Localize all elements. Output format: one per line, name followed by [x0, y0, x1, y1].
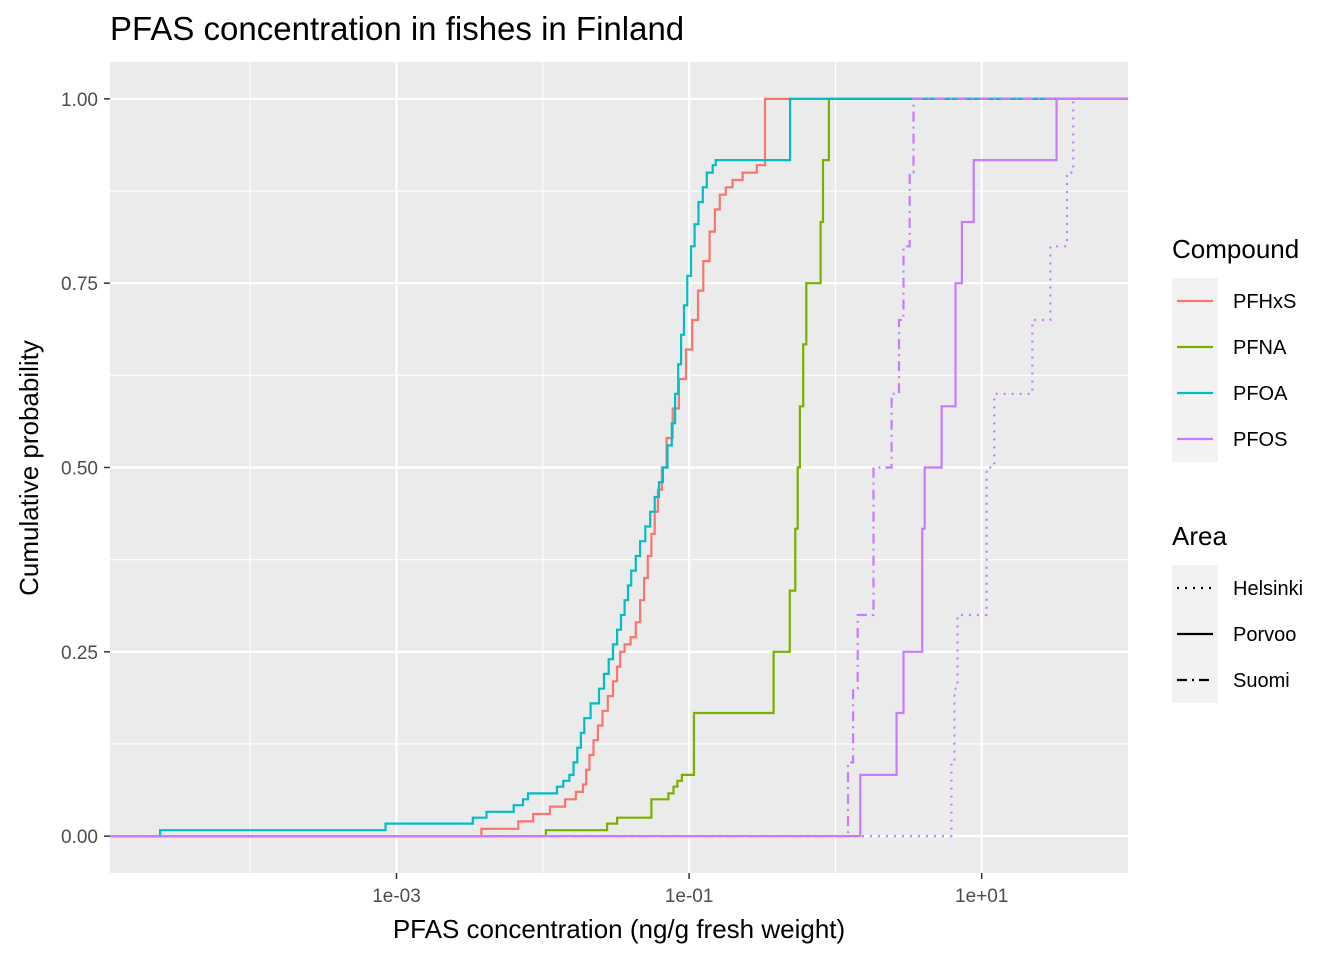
- legend-area-items: Helsinki Porvoo Suomi: [1172, 565, 1303, 703]
- series-line-pfos-porvoo: [110, 97, 1128, 838]
- x-axis: 1e-03 1e-01 1e+01: [372, 873, 1008, 907]
- y-tick-label: 0.00: [61, 827, 98, 848]
- y-axis: 0.00 0.25 0.50 0.75 1.00: [61, 90, 110, 848]
- x-tick-label: 1e+01: [955, 886, 1008, 907]
- legend-label-pfoa: PFOA: [1233, 383, 1288, 405]
- legend-compound-items: PFHxS PFNA PFOA PFOS: [1172, 278, 1296, 462]
- legend-label-helsinki: Helsinki: [1233, 578, 1303, 600]
- x-axis-title: PFAS concentration (ng/g fresh weight): [393, 914, 845, 944]
- y-tick-label: 0.25: [61, 643, 98, 664]
- series-line-pfoa-porvoo: [110, 97, 1128, 838]
- x-tick-label: 1e-01: [665, 886, 714, 907]
- series-layer: [110, 97, 1128, 838]
- y-tick-label: 0.50: [61, 459, 98, 480]
- legend-label-pfos: PFOS: [1233, 429, 1287, 451]
- series-line-pfos-helsinki: [110, 97, 1128, 838]
- legend-title-area: Area: [1172, 521, 1227, 551]
- series-line-pfos-suomi: [110, 97, 1128, 838]
- series-line-pfna-porvoo: [110, 97, 1128, 838]
- y-tick-label: 1.00: [61, 90, 98, 111]
- legend-title-compound: Compound: [1172, 234, 1299, 264]
- y-axis-title: Cumulative probability: [14, 340, 44, 596]
- legend-label-porvoo: Porvoo: [1233, 624, 1296, 646]
- y-tick-label: 0.75: [61, 274, 98, 295]
- x-tick-label: 1e-03: [372, 886, 421, 907]
- legend-label-pfna: PFNA: [1233, 337, 1287, 359]
- chart-title: PFAS concentration in fishes in Finland: [110, 10, 684, 47]
- legend: Compound PFHxS PFNA PFOA PFOS Area Helsinki…: [1172, 234, 1303, 703]
- legend-key-background: [1172, 278, 1218, 462]
- legend-label-pfhxs: PFHxS: [1233, 291, 1296, 313]
- series-line-pfhxs-porvoo: [110, 97, 1128, 838]
- legend-label-suomi: Suomi: [1233, 670, 1290, 692]
